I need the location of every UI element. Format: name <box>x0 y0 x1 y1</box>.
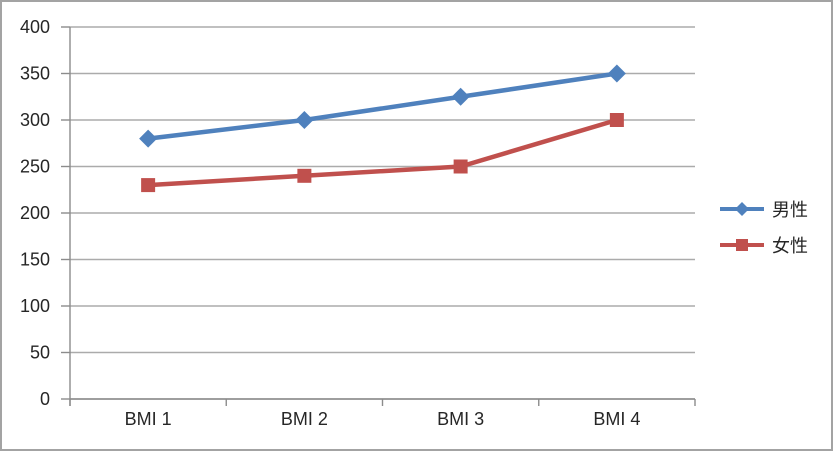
chart-legend: 男性 女性 <box>718 196 808 258</box>
data-point-diamond[interactable] <box>451 87 470 106</box>
y-tick-label: 350 <box>20 64 50 84</box>
series-line <box>145 71 620 141</box>
data-point-square[interactable] <box>141 178 156 193</box>
y-tick-label: 400 <box>20 17 50 37</box>
data-point-square[interactable] <box>297 168 312 183</box>
data-point-diamond[interactable] <box>295 111 314 129</box>
x-category-label: BMI 1 <box>125 409 172 429</box>
y-tick-label: 50 <box>30 343 50 363</box>
x-category-label: BMI 4 <box>593 409 640 429</box>
y-tick-label: 300 <box>20 110 50 130</box>
data-point-square[interactable] <box>453 159 468 174</box>
x-category-label: BMI 2 <box>281 409 328 429</box>
legend-label-female: 女性 <box>772 236 808 256</box>
y-tick-label: 200 <box>20 203 50 223</box>
y-tick-label: 100 <box>20 296 50 316</box>
y-tick-label: 150 <box>20 250 50 270</box>
y-tick-label: 250 <box>20 157 50 177</box>
legend-item-female[interactable]: 女性 <box>718 232 808 258</box>
legend-marker-female-line-square-icon <box>720 239 764 251</box>
data-point-diamond[interactable] <box>139 129 158 148</box>
legend-label-male: 男性 <box>772 200 808 220</box>
data-point-diamond[interactable] <box>607 64 626 83</box>
legend-marker-male-line-diamond-icon <box>720 202 764 216</box>
x-category-label: BMI 3 <box>437 409 484 429</box>
data-point-square[interactable] <box>609 113 624 127</box>
y-tick-label: 0 <box>40 389 50 409</box>
series-line <box>145 117 620 188</box>
legend-item-male[interactable]: 男性 <box>718 196 808 222</box>
